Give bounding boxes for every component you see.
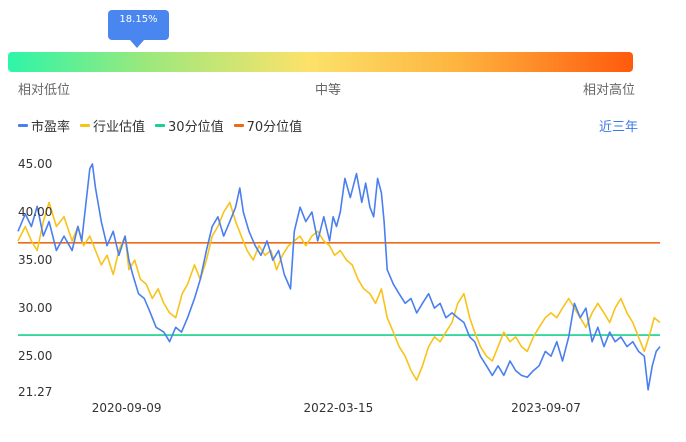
series-line-0 [17,163,661,391]
legend-swatch-p30 [155,124,166,127]
chart-legend: 市盈率 行业估值 30分位值 70分位值 [18,116,302,135]
gauge-high-label: 相对高位 [583,83,636,98]
legend-item-industry[interactable]: 行业估值 [80,116,145,135]
legend-item-pe[interactable]: 市盈率 [18,116,70,135]
legend-label-p30: 30分位值 [168,120,224,135]
legend-swatch-p70 [233,124,244,127]
x-tick-label: 2023-09-07 [511,401,581,415]
period-selector[interactable]: 近三年 [599,120,639,135]
legend-label-pe: 市盈率 [31,120,71,135]
legend-label-industry: 行业估值 [93,120,146,135]
percentile-value: 18.15% [119,14,158,25]
y-tick-label: 35.00 [18,253,52,267]
series-line-1 [17,201,661,381]
y-tick-label: 45.00 [18,157,52,171]
y-tick-label: 30.00 [18,301,52,315]
gauge-mid-label: 中等 [315,83,342,98]
legend-label-p70: 70分位值 [246,120,303,135]
legend-swatch-industry [80,124,91,127]
y-tick-label: 40.00 [18,205,52,219]
x-tick-label: 2022-03-15 [304,401,374,415]
x-tick-label: 2020-09-09 [92,401,162,415]
legend-item-p70[interactable]: 70分位值 [233,116,303,135]
valuation-gauge-bar [8,52,633,72]
y-tick-label: 25.00 [18,349,52,363]
y-tick-label: 21.27 [18,385,52,399]
percentile-tooltip: 18.15% [108,10,169,48]
legend-item-p30[interactable]: 30分位值 [155,116,224,135]
legend-swatch-pe [18,124,28,127]
gauge-low-label: 相对低位 [18,83,71,98]
